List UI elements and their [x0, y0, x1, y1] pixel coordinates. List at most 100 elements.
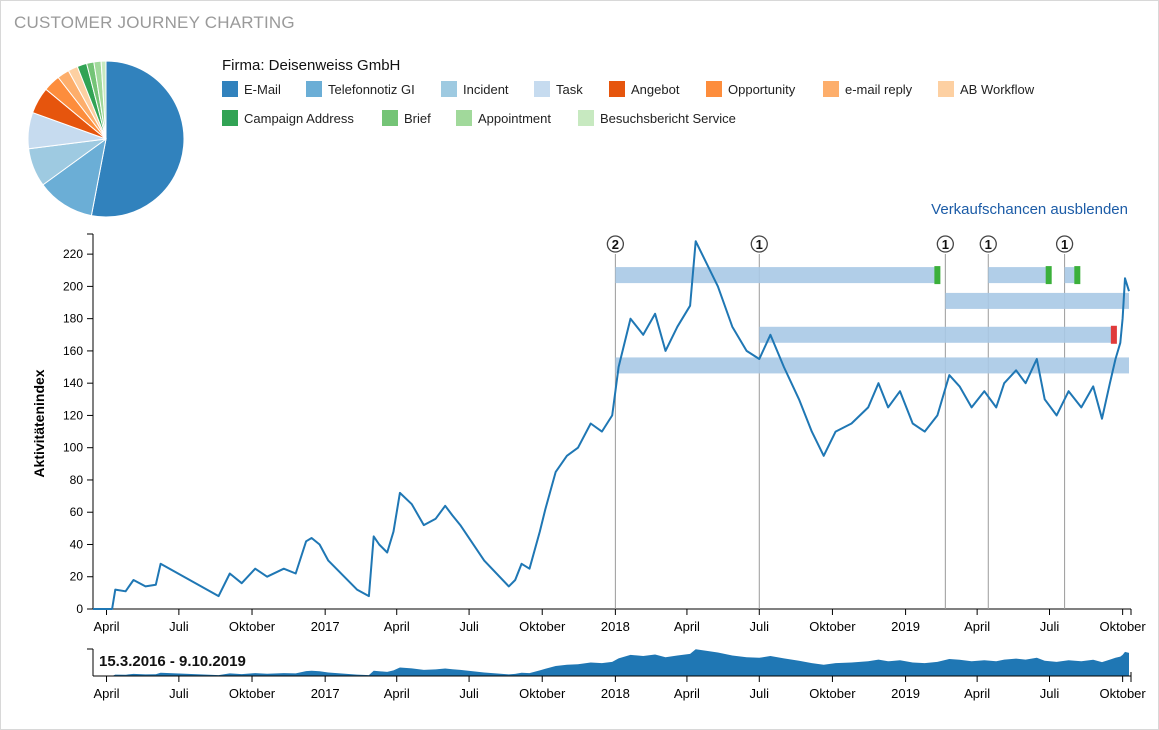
- opportunity-bar[interactable]: [615, 267, 938, 284]
- legend-label: Brief: [404, 110, 431, 126]
- navigator-x-tick-label: April: [674, 686, 700, 701]
- y-tick-label: 120: [63, 408, 83, 422]
- pie-slice[interactable]: [90, 60, 185, 218]
- legend-item[interactable]: Task: [534, 80, 583, 98]
- legend-label: e-mail reply: [845, 81, 913, 97]
- opportunity-bar[interactable]: [988, 267, 1049, 284]
- opportunity-bar[interactable]: [615, 357, 1129, 374]
- activity-series-line: [93, 240, 1130, 610]
- y-tick-label: 200: [63, 279, 83, 293]
- x-tick-label: Juli: [1040, 619, 1060, 634]
- y-tick-label: 80: [70, 473, 84, 487]
- opportunity-bar[interactable]: [1064, 267, 1078, 284]
- legend-swatch: [534, 81, 550, 97]
- opportunity-status-marker: [1045, 266, 1052, 285]
- navigator-x-tick-label: Oktober: [519, 686, 566, 701]
- x-tick-label: Juli: [750, 619, 770, 634]
- x-tick-label: 2017: [311, 619, 340, 634]
- navigator-x-tick-label: April: [384, 686, 410, 701]
- x-tick-label: Oktober: [1100, 619, 1147, 634]
- app-title: CUSTOMER JOURNEY CHARTING: [14, 13, 295, 32]
- x-tick-label: April: [964, 619, 990, 634]
- opportunity-count-label: 1: [942, 237, 949, 252]
- opportunity-count-label: 1: [1061, 237, 1068, 252]
- opportunity-count-badge[interactable]: [936, 235, 954, 253]
- pie-slice[interactable]: [100, 60, 107, 140]
- y-tick-label: 40: [70, 537, 84, 551]
- range-navigator-chart[interactable]: 15.3.2016 - 9.10.2019 April Juli Oktober 201…: [1, 641, 1159, 721]
- navigator-x-tick-label: Juli: [169, 686, 189, 701]
- navigator-x-tick-label: 2018: [601, 686, 630, 701]
- navigator-x-tick-label: Oktober: [809, 686, 856, 701]
- y-tick-label: 220: [63, 247, 83, 261]
- navigator-area: [93, 649, 1129, 676]
- x-tick-label: Oktober: [809, 619, 856, 634]
- y-tick-label: 60: [70, 505, 84, 519]
- legend-swatch: [456, 110, 472, 126]
- legend-swatch: [306, 81, 322, 97]
- legend-item[interactable]: Appointment: [456, 109, 551, 127]
- legend-label: Task: [556, 81, 583, 97]
- legend-swatch: [222, 110, 238, 126]
- legend-label: AB Workflow: [960, 81, 1035, 97]
- opportunity-count-label: 2: [612, 237, 619, 252]
- y-tick-label: 180: [63, 312, 83, 326]
- y-tick-label: 0: [76, 602, 83, 616]
- y-tick-label: 100: [63, 441, 83, 455]
- opportunity-count-badge[interactable]: [750, 235, 768, 253]
- opportunity-status-marker: [1074, 266, 1081, 285]
- x-tick-label: Juli: [169, 619, 189, 634]
- navigator-x-tick-label: April: [964, 686, 990, 701]
- opportunity-count-badge[interactable]: [979, 235, 997, 253]
- legend-swatch: [938, 81, 954, 97]
- x-tick-label: Juli: [459, 619, 479, 634]
- legend-label: Opportunity: [728, 81, 796, 97]
- navigator-x-tick-label: Oktober: [229, 686, 276, 701]
- opportunity-count-label: 1: [985, 237, 992, 252]
- legend-item[interactable]: Opportunity: [706, 80, 795, 98]
- legend-swatch: [609, 81, 625, 97]
- x-tick-label: Oktober: [519, 619, 566, 634]
- legend-item[interactable]: Campaign Address: [222, 109, 354, 127]
- navigator-x-tick-label: 2019: [891, 686, 920, 701]
- y-tick-label: 140: [63, 376, 83, 390]
- opportunity-count-badge[interactable]: [1055, 235, 1074, 253]
- opportunity-bar[interactable]: [945, 292, 1129, 309]
- legend-label: Appointment: [478, 110, 551, 126]
- opportunity-bar[interactable]: [759, 326, 1114, 343]
- x-tick-label: 2018: [601, 619, 630, 634]
- legend-item[interactable]: Brief: [382, 109, 431, 127]
- opportunity-count-label: 1: [756, 237, 763, 252]
- legend-label: Angebot: [631, 81, 680, 97]
- legend-item[interactable]: Angebot: [609, 80, 679, 98]
- legend-swatch: [823, 81, 839, 97]
- activity-line-chart: 0 20 40 60 80 100 120 140 160 180 200 220 Aktivitäte…: [31, 233, 1147, 634]
- legend-swatch: [706, 81, 722, 97]
- legend-firma-label: Firma: Deisenweiss GmbH: [222, 57, 401, 74]
- legend-label: Besuchsbericht Service: [600, 110, 736, 126]
- legend-item[interactable]: AB Workflow: [938, 80, 1034, 98]
- navigator-x-tick-label: 2017: [311, 686, 340, 701]
- legend-item[interactable]: e-mail reply: [823, 80, 912, 98]
- legend-item[interactable]: Incident: [441, 80, 509, 98]
- x-tick-label: April: [674, 619, 700, 634]
- y-tick-label: 160: [63, 344, 83, 358]
- x-tick-label: 2019: [891, 619, 920, 634]
- legend-label: E-Mail: [244, 81, 281, 97]
- legend-swatch: [382, 110, 398, 126]
- hide-opportunities-link[interactable]: Verkaufschancen ausblenden: [931, 201, 1128, 218]
- opportunity-status-marker: [934, 266, 941, 285]
- legend-item[interactable]: Besuchsbericht Service: [578, 109, 736, 127]
- legend-label: Telefonnotiz GI: [328, 81, 415, 97]
- navigator-range-label: 15.3.2016 - 9.10.2019: [99, 653, 246, 670]
- legend-item[interactable]: Telefonnotiz GI: [306, 80, 415, 98]
- legend-label: Incident: [463, 81, 509, 97]
- navigator-x-tick-label: Juli: [459, 686, 479, 701]
- opportunity-count-badge[interactable]: [606, 235, 625, 253]
- legend-swatch: [578, 110, 594, 126]
- x-tick-label: Oktober: [229, 619, 276, 634]
- x-tick-label: April: [384, 619, 410, 634]
- legend-label: Campaign Address: [244, 110, 354, 126]
- legend-item[interactable]: E-Mail: [222, 80, 281, 98]
